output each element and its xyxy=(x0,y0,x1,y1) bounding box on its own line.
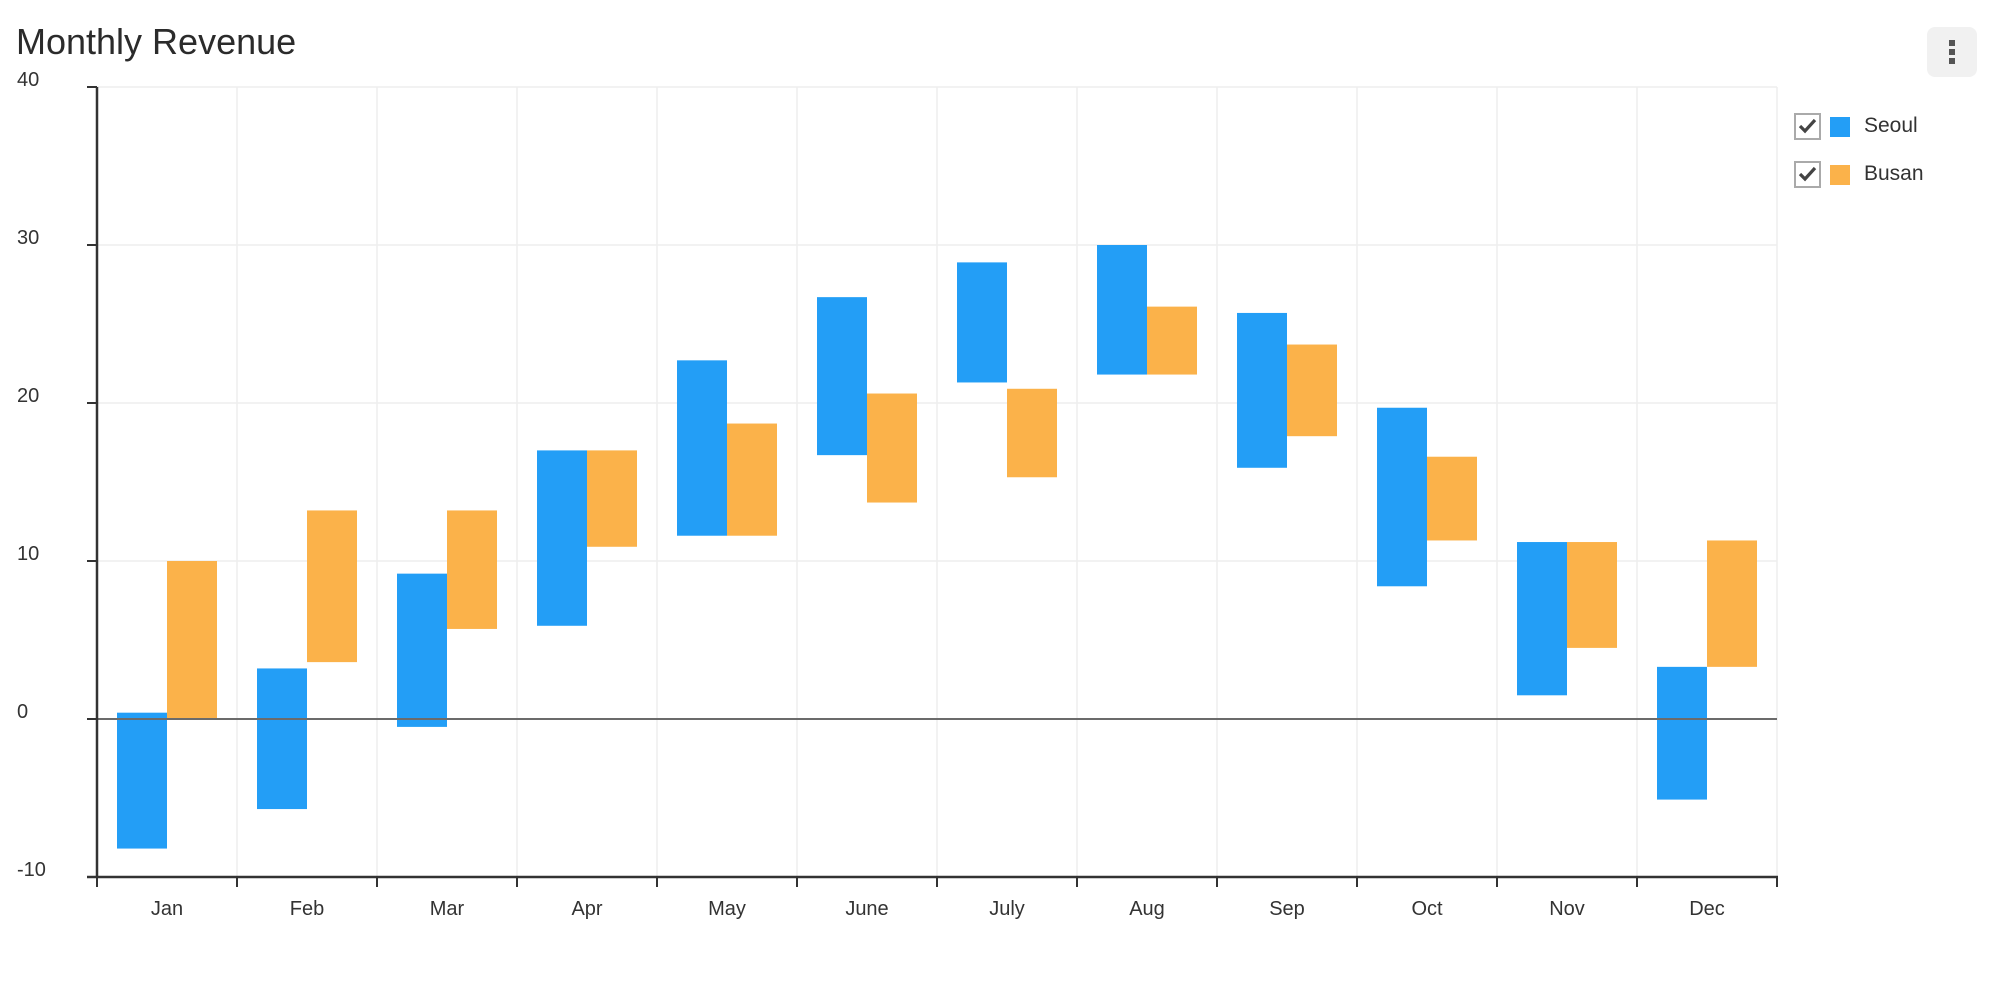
bar-seoul-aug[interactable] xyxy=(1097,245,1147,375)
legend-color-swatch xyxy=(1830,165,1850,185)
y-axis-label: 20 xyxy=(17,385,39,407)
chart-legend: Seoul Busan xyxy=(1794,110,1974,206)
y-axis-label: 40 xyxy=(17,69,39,91)
legend-label: Busan xyxy=(1864,162,1924,185)
x-axis-label: July xyxy=(989,898,1025,920)
bar-busan-aug[interactable] xyxy=(1147,306,1197,375)
y-axis-label: 0 xyxy=(17,701,28,723)
x-axis-label: Jan xyxy=(151,898,183,920)
x-axis-label: June xyxy=(845,898,888,920)
bar-seoul-june[interactable] xyxy=(817,297,867,456)
x-axis-label: Apr xyxy=(571,898,602,920)
bar-busan-apr[interactable] xyxy=(587,450,637,547)
legend-checkbox[interactable] xyxy=(1794,113,1821,140)
y-axis-label: 10 xyxy=(17,543,39,565)
bar-seoul-apr[interactable] xyxy=(537,450,587,626)
bar-seoul-sep[interactable] xyxy=(1237,312,1287,468)
x-axis-label: Mar xyxy=(430,898,465,920)
y-axis-label: -10 xyxy=(17,859,46,881)
bar-busan-mar[interactable] xyxy=(447,510,497,629)
bar-busan-feb[interactable] xyxy=(307,510,357,663)
bar-busan-july[interactable] xyxy=(1007,388,1057,478)
bar-busan-oct[interactable] xyxy=(1427,456,1477,541)
bar-seoul-oct[interactable] xyxy=(1377,407,1427,587)
checkmark-icon xyxy=(1798,118,1817,134)
bar-seoul-feb[interactable] xyxy=(257,668,307,810)
bar-seoul-dec[interactable] xyxy=(1657,666,1707,800)
legend-item-seoul[interactable]: Seoul xyxy=(1794,110,1974,158)
bar-busan-dec[interactable] xyxy=(1707,540,1757,667)
x-axis-label: Sep xyxy=(1269,898,1305,920)
legend-item-busan[interactable]: Busan xyxy=(1794,158,1974,206)
chart-title: Monthly Revenue xyxy=(16,21,297,62)
bar-seoul-july[interactable] xyxy=(957,262,1007,383)
x-axis-label: Feb xyxy=(290,898,324,920)
y-axis-label: 30 xyxy=(17,227,39,249)
bar-busan-sep[interactable] xyxy=(1287,344,1337,437)
bar-seoul-nov[interactable] xyxy=(1517,542,1567,696)
x-axis-label: Dec xyxy=(1689,898,1725,920)
chart-menu-button[interactable] xyxy=(1927,27,1977,77)
legend-label: Seoul xyxy=(1864,114,1918,137)
x-axis-label: Nov xyxy=(1549,898,1585,920)
bar-busan-may[interactable] xyxy=(727,423,777,536)
bar-seoul-mar[interactable] xyxy=(397,573,447,727)
checkmark-icon xyxy=(1798,166,1817,182)
bar-busan-jan[interactable] xyxy=(167,561,217,719)
chart-plot-area: -10 0 10 20 30 40 Jan Feb Mar Apr May June July Aug Se… xyxy=(17,69,1778,920)
x-axis-label: Oct xyxy=(1411,898,1443,920)
legend-checkbox[interactable] xyxy=(1794,161,1821,188)
bar-busan-nov[interactable] xyxy=(1567,542,1617,648)
bar-busan-june[interactable] xyxy=(867,393,917,503)
bar-seoul-may[interactable] xyxy=(677,360,727,536)
legend-color-swatch xyxy=(1830,117,1850,137)
bar-seoul-jan[interactable] xyxy=(117,712,167,849)
x-axis-label: May xyxy=(708,898,746,920)
x-axis-label: Aug xyxy=(1129,898,1165,920)
